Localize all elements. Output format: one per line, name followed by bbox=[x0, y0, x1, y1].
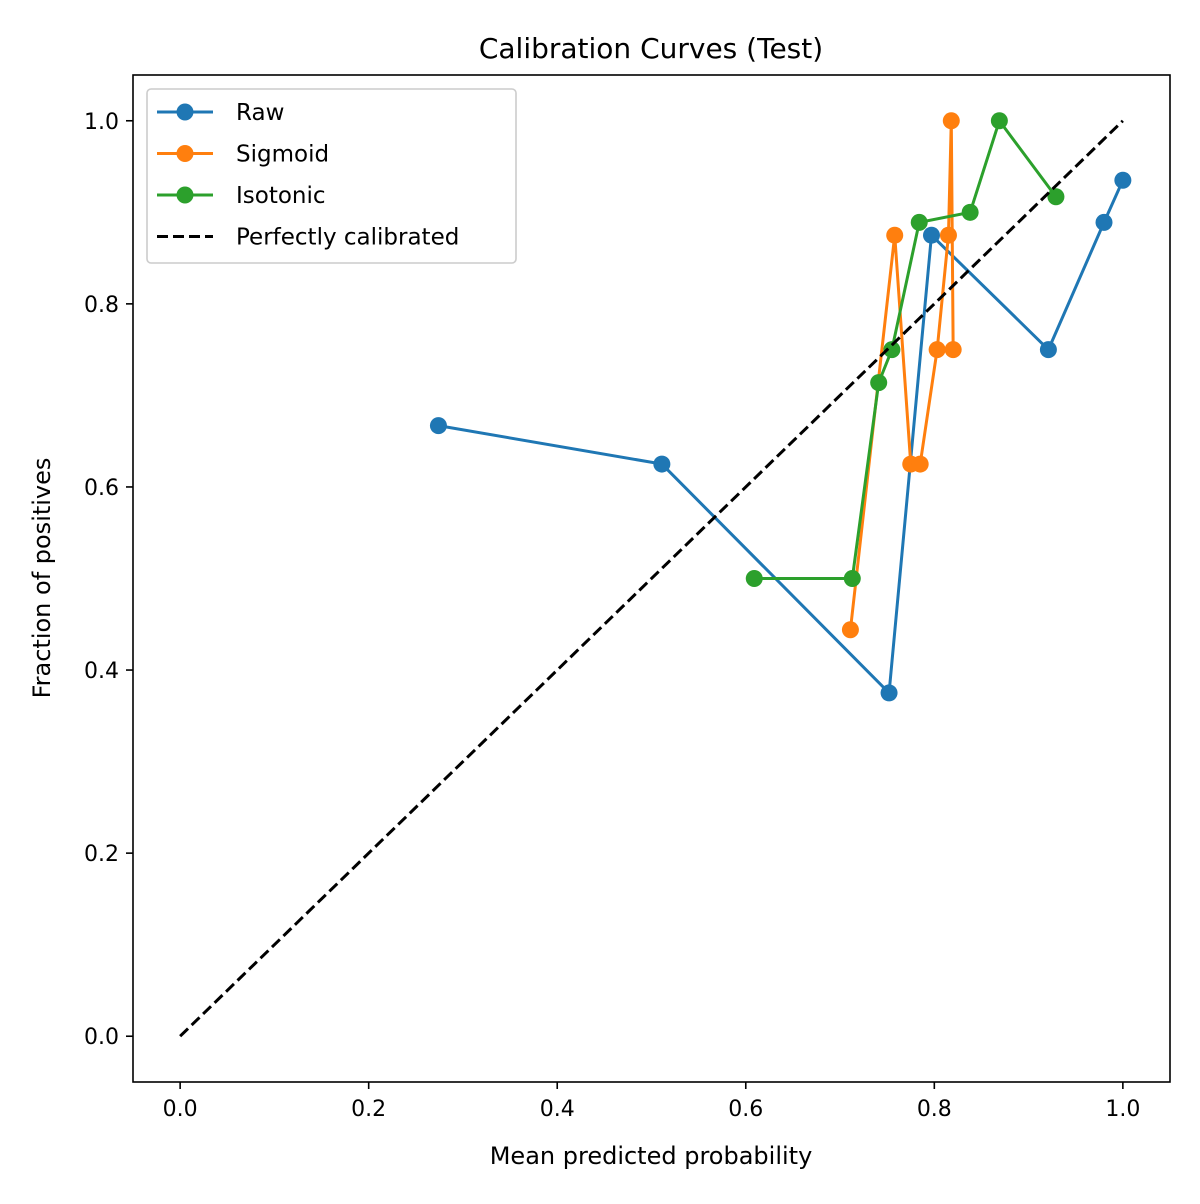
y-tick-label: 0.0 bbox=[84, 1025, 119, 1050]
data-point-isotonic bbox=[843, 570, 861, 587]
data-point-isotonic bbox=[990, 112, 1008, 130]
data-point-raw bbox=[429, 417, 447, 435]
legend-label-sigmoid: Sigmoid bbox=[236, 142, 329, 168]
data-point-isotonic bbox=[745, 570, 763, 587]
data-point-isotonic bbox=[910, 213, 928, 231]
data-point-sigmoid bbox=[939, 226, 957, 244]
y-tick-label: 0.6 bbox=[84, 476, 119, 501]
legend-marker-isotonic bbox=[176, 186, 194, 204]
x-tick-label: 0.0 bbox=[163, 1097, 198, 1122]
y-tick-label: 0.4 bbox=[84, 659, 119, 684]
data-point-raw bbox=[1114, 171, 1132, 189]
x-axis-label: Mean predicted probability bbox=[490, 1142, 813, 1170]
x-tick-label: 0.2 bbox=[351, 1097, 386, 1122]
data-point-sigmoid bbox=[886, 226, 904, 244]
data-point-sigmoid bbox=[928, 341, 946, 359]
y-tick-label: 0.2 bbox=[84, 842, 119, 867]
legend-marker-sigmoid bbox=[176, 145, 194, 162]
axes-frame bbox=[132, 74, 1171, 1083]
legend-marker-raw bbox=[176, 103, 194, 121]
data-point-isotonic bbox=[883, 341, 901, 359]
series-line-sigmoid bbox=[848, 120, 955, 630]
legend-label-isotonic: Isotonic bbox=[236, 183, 326, 209]
data-point-isotonic bbox=[870, 374, 888, 392]
axes: 0.0 0.2 0.4 0.6 0.8 1.0 0.0 0.2 0.4 0.6 0.8 1.0 bbox=[84, 74, 1171, 1122]
data-point-raw bbox=[653, 455, 671, 473]
x-tick-label: 0.4 bbox=[540, 1097, 575, 1122]
y-tick-label: 1.0 bbox=[84, 110, 119, 135]
legend-label-raw: Raw bbox=[236, 100, 284, 126]
data-point-raw bbox=[1039, 341, 1057, 359]
series-line-isotonic bbox=[754, 117, 1058, 580]
plot-area bbox=[179, 112, 1132, 1038]
data-point-sigmoid bbox=[841, 621, 859, 639]
x-tick-label: 1.0 bbox=[1105, 1097, 1140, 1122]
y-tick-label: 0.8 bbox=[84, 293, 119, 318]
series-line-perfectly-calibrated bbox=[179, 119, 1124, 1038]
data-point-sigmoid bbox=[911, 455, 929, 473]
data-point-sigmoid bbox=[942, 112, 960, 130]
x-tick-label: 0.8 bbox=[917, 1097, 952, 1122]
data-point-raw bbox=[880, 684, 898, 702]
data-point-sigmoid bbox=[944, 341, 962, 359]
legend-label-perfectly-calibrated: Perfectly calibrated bbox=[236, 225, 459, 251]
data-point-raw bbox=[1095, 213, 1113, 231]
x-tick-label: 0.6 bbox=[728, 1097, 763, 1122]
chart-title: Calibration Curves (Test) bbox=[479, 32, 823, 65]
y-axis-label: Fraction of positives bbox=[28, 458, 56, 699]
legend-box bbox=[146, 88, 517, 264]
data-point-isotonic bbox=[961, 203, 979, 221]
data-point-isotonic bbox=[1047, 188, 1065, 206]
data-point-raw bbox=[922, 226, 940, 244]
legend: Raw Sigmoid Isotonic Perfectly calibrated bbox=[146, 88, 517, 264]
